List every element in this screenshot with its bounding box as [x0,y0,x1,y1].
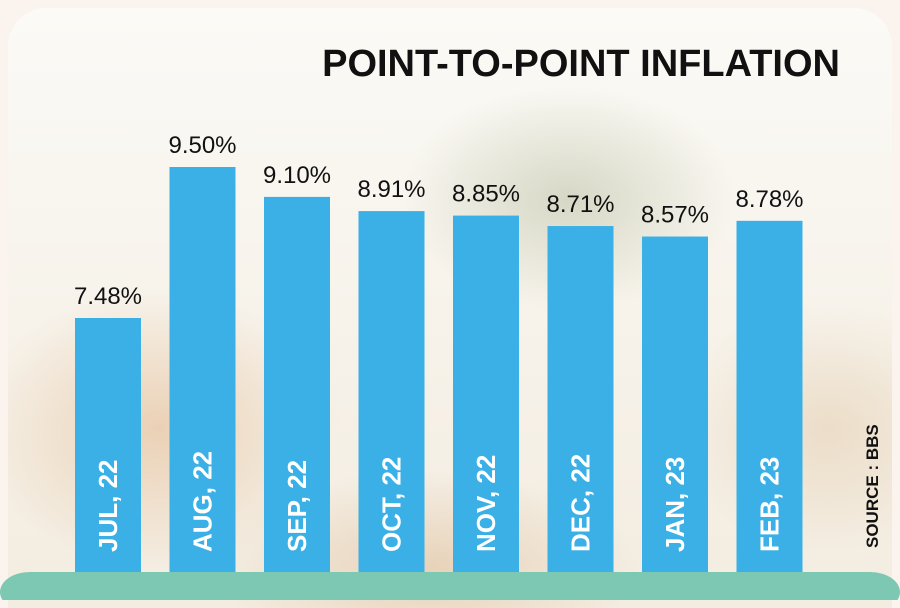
category-label-5: DEC, 22 [566,454,596,552]
bar-4 [453,215,519,572]
value-label-5: 8.71% [546,191,614,218]
category-label-7: FEB, 23 [755,457,785,552]
category-label-1: AUG, 22 [188,451,218,552]
footer-band [0,572,900,600]
source-label: SOURCE : BBS [863,424,882,548]
bar-3 [358,211,425,573]
bar-5 [547,226,614,573]
value-label-0: 7.48% [74,283,142,310]
value-label-7: 8.78% [735,186,803,213]
bar-1 [169,167,236,572]
bar-2 [264,196,330,572]
chart-title: POINT-TO-POINT INFLATION [322,43,840,85]
value-label-6: 8.57% [641,202,709,229]
value-label-2: 9.10% [263,162,331,189]
bar-6 [642,236,708,572]
category-label-4: NOV, 22 [471,455,501,552]
value-label-3: 8.91% [357,176,425,203]
bar-0 [75,318,141,572]
category-label-3: OCT, 22 [377,457,407,552]
category-label-6: JAN, 23 [660,457,690,552]
bar-7 [736,220,803,572]
value-label-1: 9.50% [168,132,236,159]
category-label-0: JUL, 22 [93,460,123,553]
bar-group: 7.48% JUL, 22 9.50% AUG, 22 9.10% SEP, 22 8.91… [74,132,804,573]
category-label-2: SEP, 22 [282,460,312,552]
value-label-4: 8.85% [452,181,520,208]
